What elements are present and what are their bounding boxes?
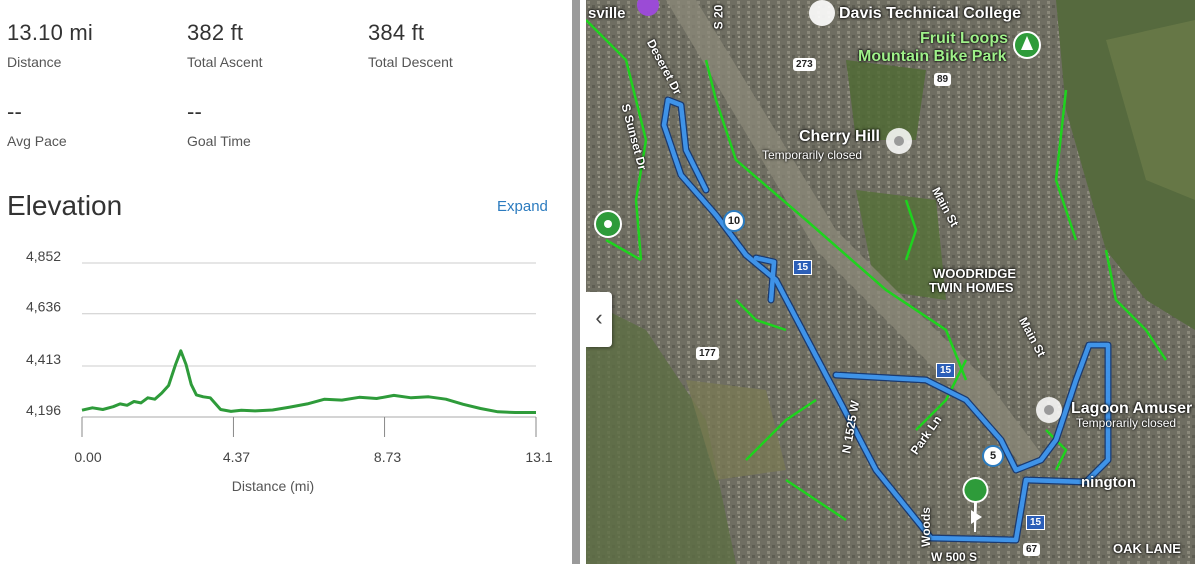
lagoon-status: Temporarily closed (1076, 416, 1177, 430)
x-tick-label: 8.73 (374, 449, 401, 465)
descent-value: 384 ft (368, 20, 425, 45)
oak-lane-label: OAK LANE (1113, 541, 1181, 556)
goal-label: Goal Time (187, 133, 251, 149)
map-canvas[interactable] (586, 0, 1195, 564)
town-label: sville (588, 5, 626, 22)
start-marker[interactable] (962, 477, 989, 533)
y-tick-label: 4,852 (26, 248, 61, 264)
ascent-stat: 382 ft Total Ascent (187, 20, 263, 70)
x-tick-label: 13.1 (525, 449, 552, 465)
expand-link[interactable]: Expand (497, 198, 548, 215)
davis-tech-label: Davis Technical College (839, 5, 1021, 22)
distance-stat: 13.10 mi Distance (7, 20, 93, 70)
woodridge-label: WOODRIDGE (933, 266, 1017, 281)
mtb-park-label: Mountain Bike Park (858, 48, 1007, 65)
distance-label: Distance (7, 54, 62, 70)
field-area (586, 300, 736, 564)
x-axis-label: Distance (mi) (232, 478, 314, 494)
interstate-15-shield: 15 (793, 260, 813, 275)
trails (586, 19, 1168, 522)
descent-stat: 384 ft Total Descent (368, 20, 453, 70)
descent-label: Total Descent (368, 54, 453, 70)
stats-panel: 13.10 mi Distance 382 ft Total Ascent 38… (0, 0, 570, 564)
pace-stat: -- Avg Pace (7, 99, 67, 149)
mile-marker-5[interactable]: 5 (982, 445, 1004, 467)
route-89-shield: 89 (934, 73, 952, 86)
farmington-label: nington (1081, 474, 1136, 491)
purple-poi-icon[interactable] (637, 0, 659, 16)
y-tick-label: 4,196 (26, 402, 61, 418)
elevation-chart: 4,852 4,636 4,413 4,196 0.00 4.37 8.73 13.1 Dist… (26, 248, 553, 494)
chevron-left-icon: ‹ (595, 305, 603, 330)
y-tick-label: 4,413 (26, 351, 61, 367)
interstate-15-shield-2: 15 (936, 363, 956, 378)
goal-stat: -- Goal Time (187, 99, 251, 149)
route-273-shield: 273 (793, 58, 816, 71)
s20-label: S 20 (711, 4, 726, 30)
ascent-value: 382 ft (187, 20, 244, 45)
fruit-loops-label: Fruit Loops (920, 30, 1008, 47)
route-map[interactable]: 10 5 273 89 177 67 15 15 15 Davis Techni… (586, 0, 1195, 564)
w500s-label: W 500 S (931, 550, 978, 564)
pace-label: Avg Pace (7, 133, 67, 149)
mile-marker-10[interactable]: 10 (723, 210, 745, 232)
panel-divider[interactable] (570, 0, 586, 564)
twin-homes-label: TWIN HOMES (929, 280, 1014, 295)
woods-label: Woods (918, 507, 933, 547)
ascent-label: Total Ascent (187, 54, 263, 70)
lagoon-label: Lagoon Amuser (1071, 400, 1193, 417)
pace-value: -- (7, 99, 23, 124)
freeway (666, 0, 1046, 470)
x-tick-label: 4.37 (223, 449, 250, 465)
distance-value: 13.10 mi (7, 20, 93, 45)
goal-value: -- (187, 99, 203, 124)
elevation-series-line (81, 349, 536, 414)
collapse-panel-button[interactable]: ‹ (586, 292, 612, 347)
play-icon (971, 510, 982, 524)
route-177-shield: 177 (696, 347, 719, 360)
divider-bar[interactable] (572, 0, 580, 564)
x-tick-label: 0.00 (74, 449, 101, 465)
route-67-shield: 67 (1023, 543, 1041, 556)
cherry-hill-label: Cherry Hill (799, 128, 880, 145)
route-line (661, 97, 1111, 543)
elevation-title: Elevation (7, 190, 123, 221)
school-poi-icon[interactable] (809, 0, 835, 26)
y-tick-label: 4,636 (26, 299, 61, 315)
cherry-hill-status: Temporarily closed (762, 148, 863, 162)
interstate-15-shield-3: 15 (1026, 515, 1046, 530)
